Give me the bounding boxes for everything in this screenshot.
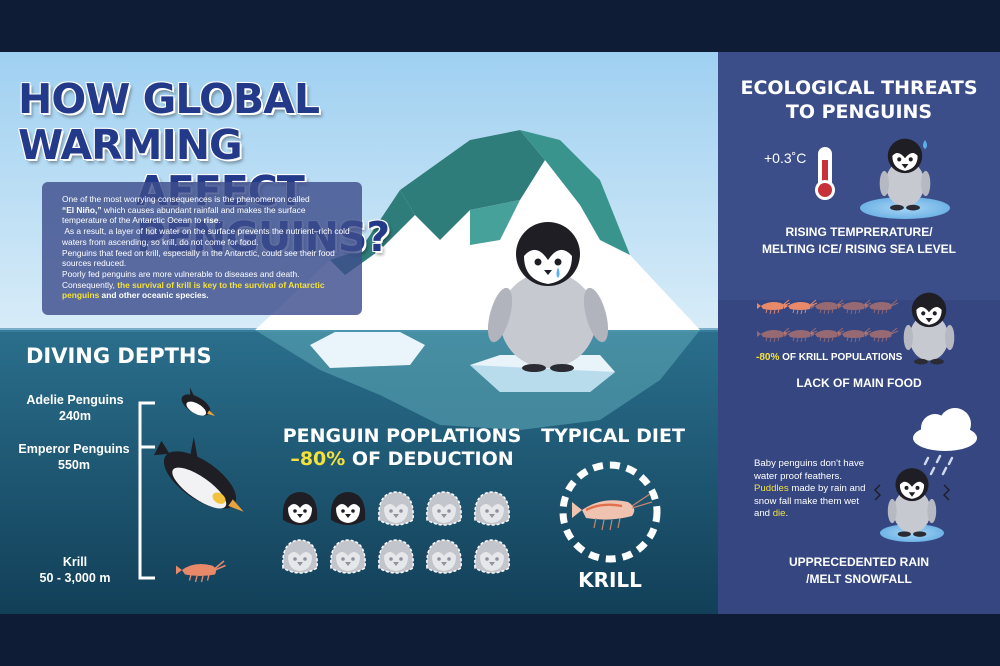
population-icon-lost [282, 539, 318, 574]
intro-text: As a result, a layer of hot water on the… [62, 226, 350, 247]
emperor-penguin-illustration [153, 436, 244, 512]
rain-text: made by rain and snow fall make them wet… [754, 483, 866, 519]
population-icon-remaining [330, 492, 366, 525]
diet-krill-illustration [572, 493, 653, 531]
rain-text: Baby penguins don't have water proof fea… [754, 458, 865, 482]
population-icon-lost [378, 491, 414, 526]
krill-key-highlight: the survival of krill is key to the surv… [62, 279, 325, 301]
threats-heading-line2: TO PENGUINS [785, 101, 933, 123]
threat-rain-caption: UPPRECEDENTED RAIN /MELT SNOWFALL [718, 554, 1000, 588]
threat-food-caption: LACK OF MAIN FOOD [796, 376, 922, 390]
populations-percent: –80% [290, 448, 346, 470]
threat-rain-line1: UPPRECEDENTED RAIN [788, 555, 929, 569]
rise-term: rise [203, 215, 219, 226]
threats-heading: ECOLOGICAL THREATS TO PENGUINS [718, 76, 1000, 124]
populations-heading-line1: PENGUIN POPLATIONS [282, 425, 522, 447]
emperor-label: Emperor Penguins 550m [14, 441, 134, 473]
population-icon-remaining [282, 492, 318, 525]
adelie-depth: 240m [59, 409, 91, 423]
krill-depth: 50 - 3,000 m [39, 571, 111, 585]
diet-dashed-ring [559, 461, 661, 563]
adelie-label: Adelie Penguins 240m [20, 392, 130, 424]
population-icon-lost [474, 491, 510, 526]
intro-text: and other oceanic species. [99, 290, 209, 301]
krill-decline-percent: -80% [756, 352, 780, 363]
intro-text: Penguins that feed on krill, especially … [62, 247, 335, 269]
diet-heading: TYPICAL DIET [541, 425, 685, 447]
krill-decline-text: OF KRILL POPULATIONS [779, 352, 903, 363]
krill-decline-label: -80% OF KRILL POPULATIONS [756, 352, 902, 363]
emperor-depth: 550m [58, 458, 90, 472]
intro-text-box: One of the most worrying consequences is… [42, 182, 362, 315]
threat-rain-line2: /MELT SNOWFALL [806, 572, 912, 586]
population-icon-lost [426, 491, 462, 526]
population-icon-lost [378, 539, 414, 574]
puddles-term: Puddles [754, 483, 789, 494]
populations-heading: PENGUIN POPLATIONS –80% OF DEDUCTION [272, 425, 532, 471]
threat-temperature-line1: RISING TEMPRERATURE/ [785, 225, 933, 239]
krill-depth-label: Krill 50 - 3,000 m [20, 554, 130, 586]
adelie-penguin-illustration [181, 387, 216, 416]
diving-depths-heading: DIVING DEPTHS [26, 344, 212, 368]
el-nino-term: “El Niño,” [62, 204, 102, 215]
population-icon-lost [330, 539, 366, 574]
population-icon-lost [474, 539, 510, 574]
main-penguin-illustration [487, 222, 609, 372]
diet-item-label: KRILL [578, 568, 642, 592]
rain-text: . [785, 508, 789, 519]
intro-text: Poorly fed penguins are more vulnerable … [62, 268, 300, 279]
population-icon-grid [280, 490, 530, 580]
intro-text: Consequently, [62, 279, 118, 290]
threats-heading-line1: ECOLOGICAL THREATS [740, 77, 978, 99]
adelie-name: Adelie Penguins [26, 393, 124, 407]
populations-heading-rest: OF DEDUCTION [345, 448, 514, 470]
title-line-1: HOW GLOBAL WARMING [18, 75, 320, 169]
intro-text: . [218, 215, 221, 226]
threat-temperature-caption: RISING TEMPRERATURE/ MELTING ICE/ RISING… [718, 224, 1000, 258]
threat-temperature-line2: MELTING ICE/ RISING SEA LEVEL [761, 242, 956, 256]
emperor-name: Emperor Penguins [18, 442, 130, 456]
temperature-rise-value: +0.3˚C [764, 150, 807, 166]
die-term: die [772, 508, 786, 519]
krill-name: Krill [62, 555, 88, 569]
rain-cloud-icon [913, 408, 977, 476]
intro-text: One of the most worrying consequences is… [62, 194, 310, 204]
population-icon-lost [426, 539, 462, 574]
thermometer-icon [815, 147, 835, 200]
depth-bracket [138, 401, 155, 580]
rain-explanation: Baby penguins don't have water proof fea… [754, 458, 874, 521]
intro-text: which causes abundant rainfall and makes… [62, 204, 306, 226]
